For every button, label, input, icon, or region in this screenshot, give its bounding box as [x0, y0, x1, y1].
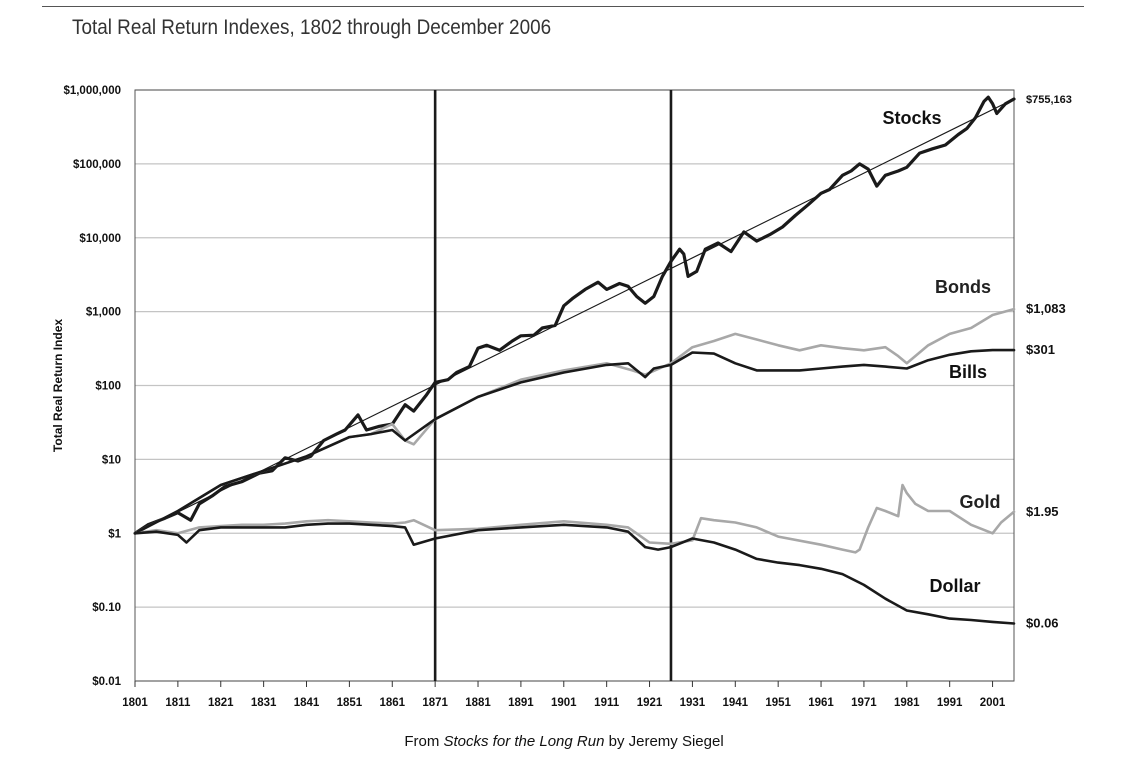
series-name-label-bonds: Bonds: [935, 277, 991, 297]
x-tick-label: 1811: [165, 697, 191, 709]
y-tick-label: $1,000,000: [63, 85, 121, 97]
x-tick-label: 1841: [294, 697, 320, 709]
series-name-label-gold: Gold: [960, 492, 1001, 512]
x-tick-label: 1911: [594, 697, 620, 709]
end-value-label-bonds: $1,083: [1026, 301, 1066, 316]
series-name-label-dollar: Dollar: [929, 576, 980, 596]
x-tick-label: 2001: [980, 697, 1006, 709]
x-tick-label: 1941: [722, 697, 748, 709]
x-tick-label: 1821: [208, 697, 234, 709]
x-tick-label: 1991: [937, 697, 963, 709]
x-tick-label: 1901: [551, 697, 577, 709]
plot-area-border: [134, 89, 1015, 682]
x-tick-label: 1961: [808, 697, 834, 709]
y-tick-label: $10: [102, 454, 121, 466]
x-tick-label: 1951: [765, 697, 791, 709]
source-caption: From Stocks for the Long Run by Jeremy S…: [0, 733, 1128, 750]
y-tick-label: $1,000: [86, 307, 121, 319]
series-name-label-stocks: Stocks: [882, 108, 941, 128]
caption-book-title: Stocks for the Long Run: [443, 733, 605, 750]
x-tick-label: 1851: [337, 697, 363, 709]
x-tick-label: 1881: [465, 697, 491, 709]
y-tick-label: $10,000: [79, 233, 121, 245]
x-tick-label: 1981: [894, 697, 920, 709]
caption-prefix: From: [404, 733, 444, 750]
series-line-bonds: [133, 307, 1016, 535]
end-value-label-dollar: $0.06: [1026, 616, 1059, 631]
top-rule: [42, 6, 1084, 7]
x-tick-label: 1891: [508, 697, 534, 709]
y-tick-label: $100,000: [73, 159, 121, 171]
series-line-gold: [133, 483, 1016, 554]
chart-title: Total Real Return Indexes, 1802 through …: [72, 16, 552, 39]
series-line-bills: [133, 348, 1016, 535]
y-tick-label: $0.10: [92, 602, 121, 614]
caption-suffix: by Jeremy Siegel: [604, 733, 724, 750]
x-tick-label: 1831: [251, 697, 277, 709]
x-tick-label: 1871: [422, 697, 448, 709]
series-line-dollar: [133, 522, 1016, 625]
y-tick-label: $1: [108, 528, 121, 540]
y-axis-label: Total Real Return Index: [51, 319, 65, 452]
x-tick-label: 1921: [637, 697, 663, 709]
end-value-label-bills: $301: [1026, 342, 1055, 357]
y-tick-label: $0.01: [92, 676, 121, 688]
end-value-label-stocks: $755,163: [1026, 94, 1072, 106]
y-tick-label: $100: [95, 381, 121, 393]
series-line-stocks: [133, 95, 1016, 535]
series-name-label-bills: Bills: [949, 362, 987, 382]
x-tick-label: 1861: [379, 697, 405, 709]
end-value-label-gold: $1.95: [1026, 504, 1059, 519]
x-tick-label: 1931: [680, 697, 706, 709]
x-tick-label: 1971: [851, 697, 877, 709]
x-tick-label: 1801: [122, 697, 148, 709]
series-line-trend: [134, 98, 1015, 534]
